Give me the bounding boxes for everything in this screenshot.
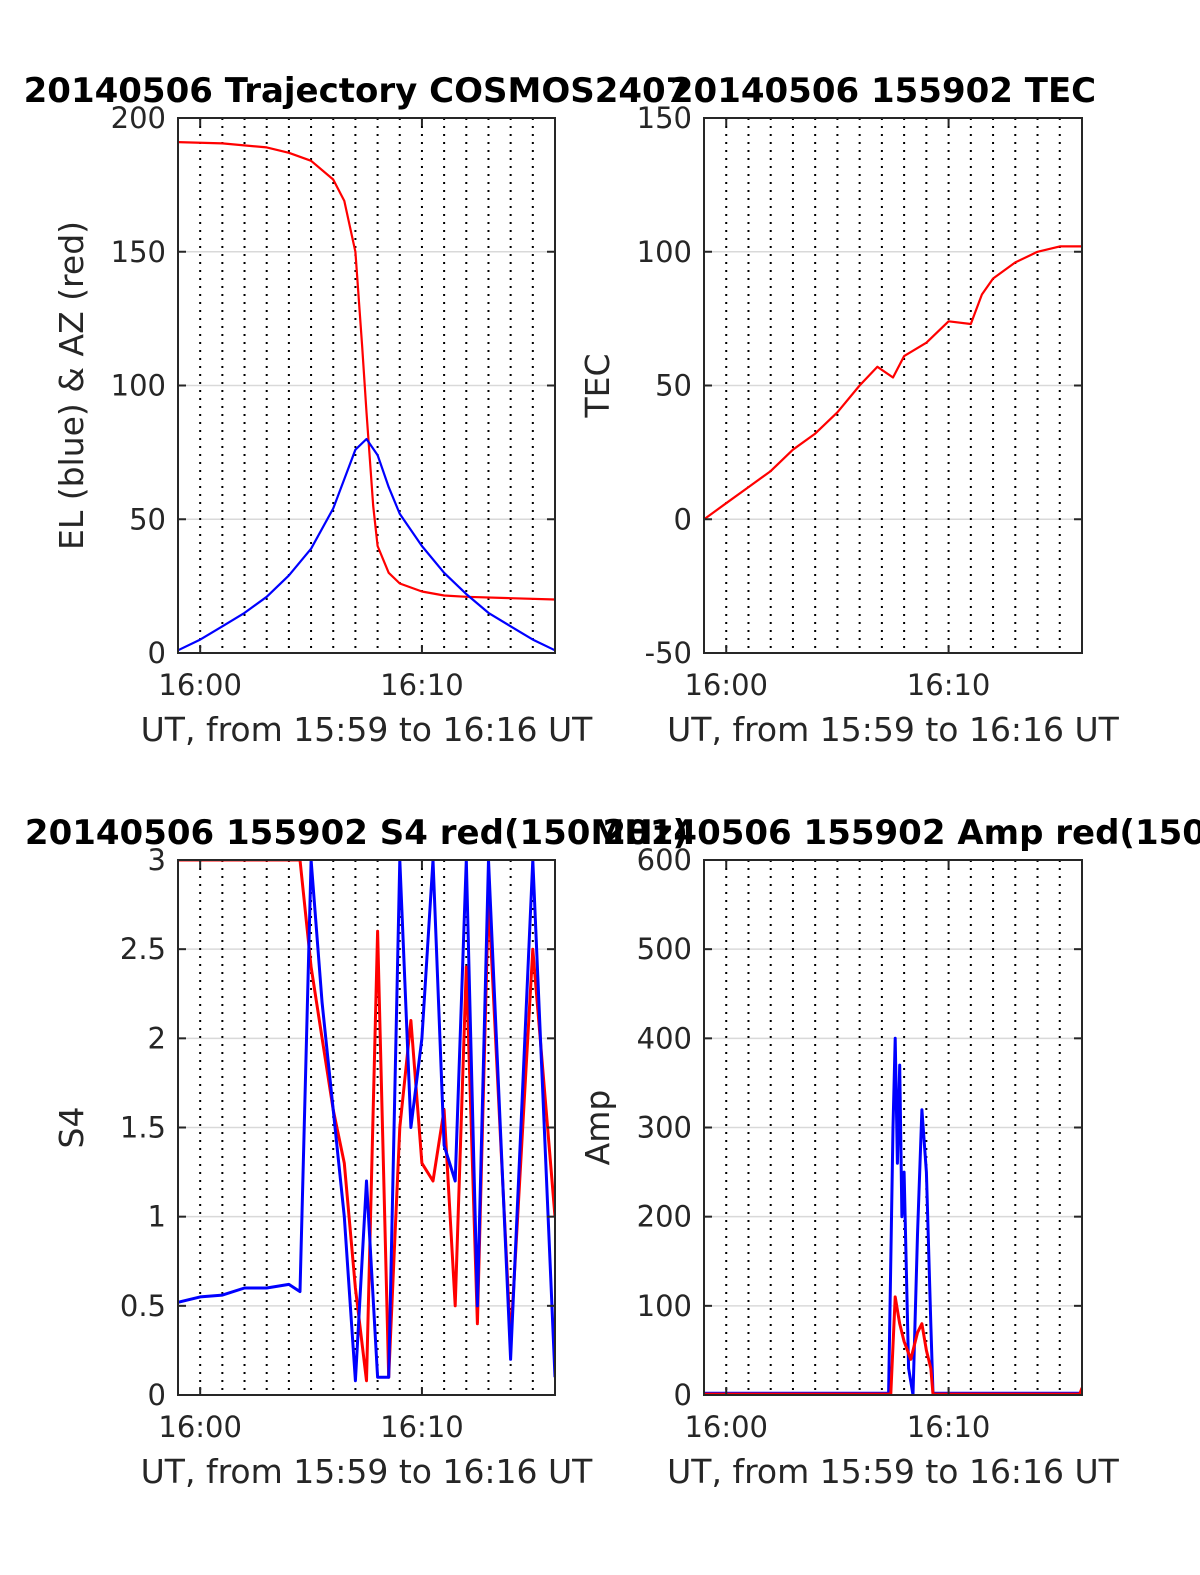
x-tick-label: 16:00	[158, 1410, 242, 1444]
y-tick-label: 0	[674, 502, 692, 536]
y-tick-label: 150	[637, 101, 692, 135]
series-line-red	[178, 860, 555, 1383]
y-tick-label: 0	[674, 1378, 692, 1412]
x-tick-label: 16:10	[907, 668, 991, 702]
x-axis-label: UT, from 15:59 to 16:16 UT	[141, 710, 594, 749]
y-axis-label: Amp	[578, 1090, 617, 1166]
x-axis-label: UT, from 15:59 to 16:16 UT	[141, 1452, 594, 1491]
x-tick-label: 16:10	[907, 1410, 991, 1444]
series-line-red	[704, 245, 1082, 521]
chart-2: 0 0.5 1 1.5 2 2.5 3 16:00 16:10 UT, from 15:59 to…	[52, 843, 593, 1491]
series-group	[178, 141, 555, 652]
chart-1: -50 0 50 100 150 16:00 16:10 UT, from 15:59 to …	[578, 101, 1120, 749]
y-tick-label: 50	[655, 369, 692, 403]
y-tick-label: 2	[148, 1021, 166, 1055]
y-axis-label: EL (blue) & AZ (red)	[52, 221, 91, 550]
chart-0: 0 50 100 150 200 16:00 16:10 UT, from 15:59 to …	[52, 101, 593, 749]
series-line-blue	[178, 437, 555, 652]
y-tick-label: 100	[637, 235, 692, 269]
y-tick-label: 400	[637, 1021, 692, 1055]
y-tick-label: 600	[637, 843, 692, 877]
y-tick-label: 0.5	[120, 1289, 166, 1323]
y-tick-label: 300	[637, 1111, 692, 1145]
series-line-red	[178, 141, 555, 601]
chart-title-1: 20140506 155902 TEC	[670, 71, 1096, 111]
y-tick-label: 3	[148, 843, 166, 877]
y-tick-label: 1	[148, 1200, 166, 1234]
y-axis-label: TEC	[578, 353, 617, 418]
x-tick-label: 16:00	[684, 1410, 768, 1444]
x-tick-label: 16:10	[380, 1410, 464, 1444]
y-axis-label: S4	[52, 1107, 91, 1149]
chart-title-3: 20140506 155902 Amp red(150MHz)	[602, 813, 1200, 853]
y-tick-label: 200	[111, 101, 166, 135]
y-tick-label: 500	[637, 932, 692, 966]
y-tick-label: -50	[645, 636, 692, 670]
x-axis-label: UT, from 15:59 to 16:16 UT	[667, 710, 1120, 749]
x-axis-label: UT, from 15:59 to 16:16 UT	[667, 1452, 1120, 1491]
series-group	[178, 860, 555, 1383]
y-tick-label: 1.5	[120, 1111, 166, 1145]
y-tick-label: 100	[111, 369, 166, 403]
chart-title-0: 20140506 Trajectory COSMOS2407	[24, 71, 690, 111]
chart-title-2: 20140506 155902 S4 red(150MHz)	[25, 813, 688, 853]
x-tick-label: 16:10	[380, 668, 464, 702]
y-tick-label: 2.5	[120, 932, 166, 966]
series-group	[704, 245, 1082, 521]
x-tick-label: 16:00	[684, 668, 768, 702]
y-tick-label: 150	[111, 235, 166, 269]
y-tick-label: 0	[148, 1378, 166, 1412]
y-tick-label: 0	[148, 636, 166, 670]
y-tick-label: 200	[637, 1200, 692, 1234]
series-line-blue	[704, 1036, 1082, 1395]
series-line-red	[704, 1295, 1082, 1395]
y-tick-label: 50	[129, 502, 166, 536]
x-tick-label: 16:00	[158, 668, 242, 702]
chart-3: 0 100 200 300 400 500 600 16:00 16:10 UT, from 15…	[578, 843, 1120, 1491]
y-tick-label: 100	[637, 1289, 692, 1323]
